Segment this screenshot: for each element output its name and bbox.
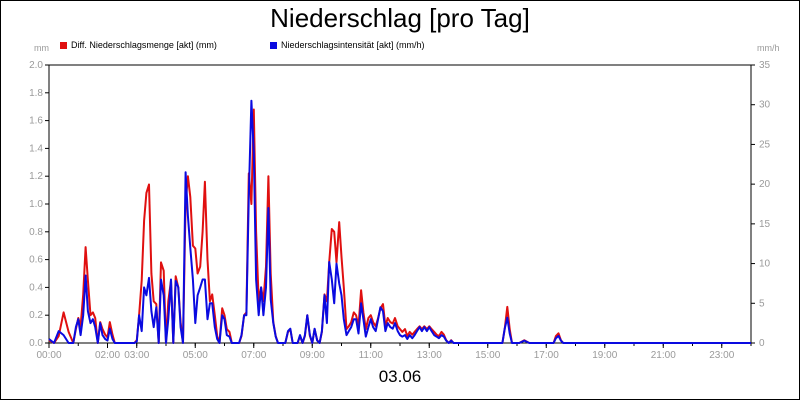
y-right-tick-label: 5 [759,298,765,309]
y-right-tick-label: 30 [759,100,771,111]
x-tick-label: 05:00 [183,350,208,361]
y-left-tick-label: 1.2 [29,171,43,182]
x-tick-label: 00:00 [36,350,61,361]
y-right-tick-label: 35 [759,60,771,71]
left-axis-unit: mm [34,43,49,53]
y-right-tick-label: 20 [759,179,771,190]
y-left-tick-label: 1.6 [29,116,43,127]
y-left-tick-label: 0.2 [29,310,43,321]
x-tick-label: 15:00 [475,350,500,361]
y-right-tick-label: 25 [759,139,771,150]
y-right-tick-label: 10 [759,259,771,270]
x-tick-label: 02:00 [95,350,120,361]
legend-item-intensitaet: Niederschlagsintensität [akt] (mm/h) [270,40,425,50]
legend-item-menge: Diff. Niederschlagsmenge [akt] (mm) [60,40,217,50]
y-right-tick-label: 15 [759,219,771,230]
series-line-niederschlagsintensitaet [48,99,751,344]
y-left-tick-label: 2.0 [29,60,43,71]
x-tick-label: 21:00 [651,350,676,361]
legend-swatch-intensitaet [270,41,277,49]
y-left-tick-label: 0.4 [29,282,43,293]
x-tick-label: 17:00 [534,350,559,361]
y-left-tick-label: 1.4 [29,143,43,154]
legend-label-menge: Diff. Niederschlagsmenge [akt] (mm) [71,40,217,50]
chart-title: Niederschlag [pro Tag] [270,3,530,33]
y-right-tick-label: 0 [759,338,765,349]
x-tick-label: 23:00 [709,350,734,361]
right-axis-unit: mm/h [757,43,780,53]
x-tick-label: 09:00 [300,350,325,361]
legend-swatch-menge [60,41,67,49]
y-left-tick-label: 0.8 [29,227,43,238]
y-left-tick-label: 1.0 [29,199,43,210]
x-tick-label: 13:00 [417,350,442,361]
x-tick-label: 03:00 [124,350,149,361]
series-line-niederschlagsmenge [48,108,751,344]
x-axis-date-label: 03.06 [378,367,422,386]
y-left-tick-label: 0.0 [29,338,43,349]
legend-label-intensitaet: Niederschlagsintensität [akt] (mm/h) [281,40,425,50]
y-left-tick-label: 0.6 [29,255,43,266]
x-tick-label: 11:00 [359,350,384,361]
y-left-tick-label: 1.8 [29,88,43,99]
x-tick-label: 19:00 [592,350,617,361]
x-tick-label: 07:00 [241,350,266,361]
